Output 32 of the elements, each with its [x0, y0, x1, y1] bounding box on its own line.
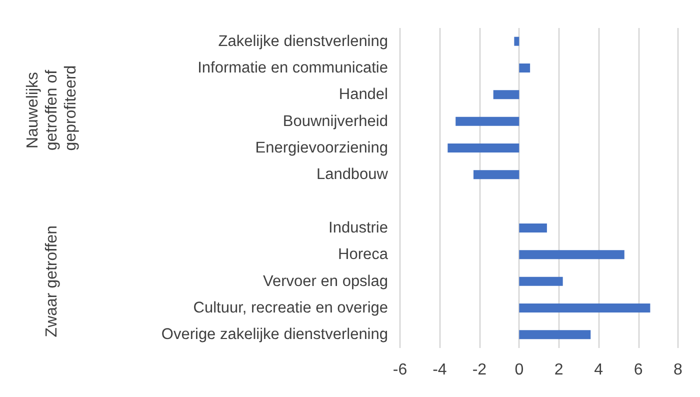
bar	[519, 250, 624, 260]
text: Nauwelijks getroffen of geprofiteerd	[24, 65, 80, 151]
x-tick-label: 4	[594, 362, 604, 378]
bar	[514, 36, 520, 46]
text: Zwaar getroffen	[44, 225, 60, 338]
y-tick-label: Handel	[338, 86, 388, 104]
x-tick-label: -2	[472, 362, 487, 378]
bar	[519, 330, 591, 340]
y-tick-label: Overige zakelijke dienstverlening	[161, 326, 388, 344]
y-tick-label: Energievoorziening	[255, 140, 388, 156]
y-tick-label: Informatie en communicatie	[198, 60, 388, 76]
y-tick-label: Vervoer en opslag	[263, 272, 388, 290]
x-tick-label: -6	[392, 362, 408, 378]
bar	[519, 64, 530, 72]
bar	[519, 276, 563, 286]
bar	[473, 170, 520, 180]
bar	[519, 304, 650, 312]
bar	[448, 144, 520, 152]
y-tick-label: Zakelijke dienstverlening	[218, 32, 388, 50]
x-tick-label: 2	[554, 362, 564, 378]
x-tick-label: -4	[432, 362, 447, 378]
bar	[519, 224, 547, 232]
bar	[456, 116, 520, 126]
y-tick-label: Bouwnijverheid	[282, 112, 388, 130]
x-tick-label: 8	[674, 362, 683, 378]
y-tick-label: Landbouw	[316, 166, 389, 184]
y-tick-label: Industrie	[328, 220, 388, 236]
bar	[493, 90, 520, 100]
y-tick-label: Horeca	[338, 246, 388, 264]
y-tick-label: Cultuur, recreatie en overige	[193, 300, 388, 316]
x-tick-label: 0	[514, 362, 524, 378]
x-tick-label: 6	[634, 362, 643, 378]
